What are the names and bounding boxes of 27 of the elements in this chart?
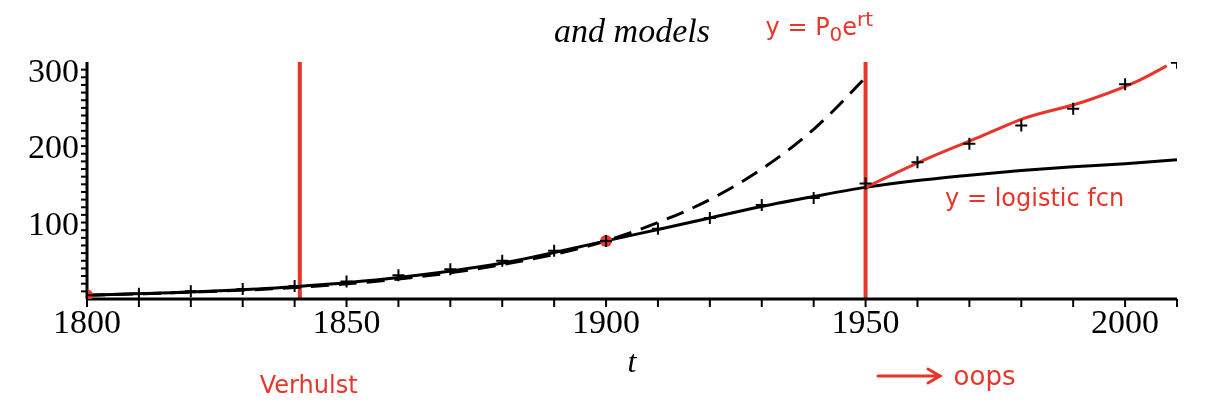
text: oops bbox=[953, 361, 1016, 391]
x-tick-label: 2000 bbox=[1091, 303, 1160, 341]
chart-title: and models bbox=[554, 12, 710, 49]
point bbox=[1118, 77, 1133, 92]
y-tick-label: 300 bbox=[28, 51, 79, 89]
point bbox=[806, 191, 821, 206]
x-tick-label: 1900 bbox=[572, 303, 641, 341]
annotation: y = logistic fcn bbox=[945, 183, 1125, 212]
point bbox=[443, 262, 458, 277]
point bbox=[495, 253, 510, 268]
point bbox=[650, 221, 665, 236]
y-tick-label: 100 bbox=[28, 204, 79, 242]
x-tick-label: 1950 bbox=[831, 303, 900, 341]
point bbox=[962, 136, 977, 151]
x-tick-label: 1800 bbox=[53, 303, 121, 341]
point bbox=[339, 274, 354, 289]
y-tick-label: 200 bbox=[28, 128, 79, 166]
x-tick-label: 1850 bbox=[312, 303, 381, 341]
point bbox=[1066, 101, 1081, 116]
ref-line-label: Verhulst bbox=[259, 371, 358, 399]
point bbox=[1014, 118, 1029, 133]
point bbox=[547, 243, 562, 258]
point bbox=[910, 155, 925, 170]
x-axis-title: t bbox=[627, 343, 637, 379]
point bbox=[858, 176, 873, 191]
point bbox=[391, 268, 406, 283]
annotation: y = P$_{0}$e$^{rt}$ bbox=[765, 7, 874, 47]
